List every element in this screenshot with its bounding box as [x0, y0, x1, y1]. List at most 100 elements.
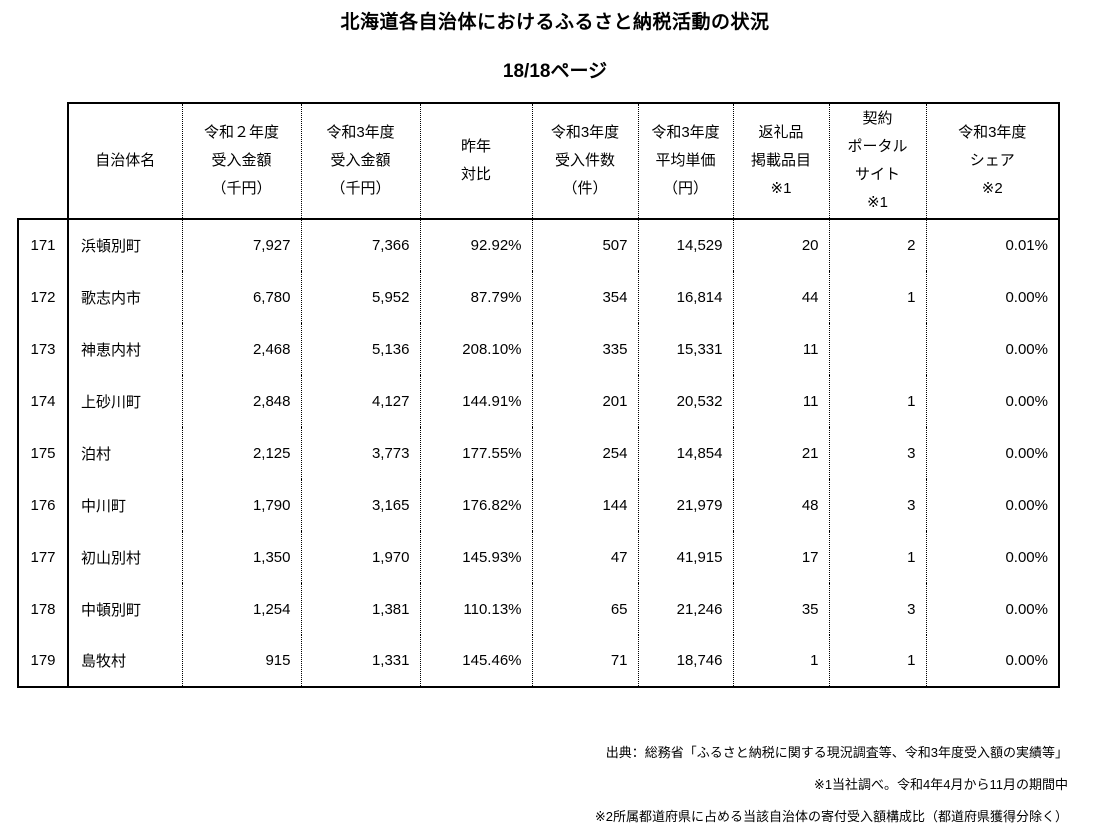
page-number: 18/18ページ — [502, 61, 608, 82]
yoy-ratio-cell: 144.91% — [419, 375, 532, 427]
table-row: 174 上砂川町 2,848 4,127 144.91% 201 20,532 … — [17, 375, 1060, 427]
portal-sites-cell: 1 — [828, 531, 926, 583]
table-row: 173 神恵内村 2,468 5,136 208.10% 335 15,331 … — [17, 323, 1060, 375]
r2-amount-cell: 1,790 — [181, 479, 301, 531]
footnote-1: ※1当社調べ。令和4年4月から11月の期間中 — [813, 777, 1068, 792]
table-row: 176 中川町 1,790 3,165 176.82% 144 21,979 4… — [17, 479, 1060, 531]
r3-share-cell: 0.00% — [925, 531, 1060, 583]
gift-items-cell: 48 — [732, 479, 829, 531]
yoy-ratio-cell: 110.13% — [419, 583, 532, 635]
table-row: 171 浜頓別町 7,927 7,366 92.92% 507 14,529 2… — [17, 218, 1060, 271]
gift-items-cell: 1 — [732, 635, 829, 688]
r3-count-cell: 144 — [531, 479, 638, 531]
r3-share-cell: 0.00% — [925, 635, 1060, 688]
column-header-gift-items: 返礼品 掲載品目 ※1 — [732, 102, 829, 220]
r3-avg-price-cell: 14,529 — [637, 218, 733, 271]
portal-sites-cell: 1 — [828, 375, 926, 427]
corner-cell — [18, 103, 68, 219]
r3-avg-price-cell: 21,246 — [637, 583, 733, 635]
table-row: 177 初山別村 1,350 1,970 145.93% 47 41,915 1… — [17, 531, 1060, 583]
furusato-nozei-table: 自治体名 令和２年度 受入金額 （千円） 令和3年度 受入金額 （千円） 昨年 … — [17, 102, 1060, 688]
row-index: 173 — [17, 323, 68, 375]
r3-avg-price-cell: 18,746 — [637, 635, 733, 688]
table-row: 175 泊村 2,125 3,773 177.55% 254 14,854 21… — [17, 427, 1060, 479]
portal-sites-cell: 2 — [828, 218, 926, 271]
r3-share-cell: 0.00% — [925, 583, 1060, 635]
row-index: 177 — [17, 531, 68, 583]
r3-amount-cell: 1,381 — [300, 583, 420, 635]
r3-count-cell: 65 — [531, 583, 638, 635]
r3-avg-price-cell: 41,915 — [637, 531, 733, 583]
gift-items-cell: 44 — [732, 271, 829, 323]
municipality-name: 中川町 — [67, 479, 182, 531]
municipality-name: 泊村 — [67, 427, 182, 479]
gift-items-cell: 21 — [732, 427, 829, 479]
r3-count-cell: 507 — [531, 218, 638, 271]
table-row: 172 歌志内市 6,780 5,952 87.79% 354 16,814 4… — [17, 271, 1060, 323]
yoy-ratio-cell: 92.92% — [419, 218, 532, 271]
portal-sites-cell: 3 — [828, 427, 926, 479]
r3-share-cell: 0.00% — [925, 323, 1060, 375]
table-header: 自治体名 令和２年度 受入金額 （千円） 令和3年度 受入金額 （千円） 昨年 … — [18, 102, 1060, 220]
portal-sites-cell: 3 — [828, 479, 926, 531]
footnotes: 出典：総務省「ふるさと納税に関する現況調査等、令和3年度受入額の実績等」 ※1当… — [168, 737, 1068, 833]
r3-share-cell: 0.00% — [925, 479, 1060, 531]
municipality-name: 初山別村 — [67, 531, 182, 583]
r3-amount-cell: 1,331 — [300, 635, 420, 688]
r3-amount-cell: 3,773 — [300, 427, 420, 479]
footnote-2: ※2所属都道府県に占める当該自治体の寄付受入額構成比（都道府県獲得分除く） — [594, 809, 1068, 824]
r3-count-cell: 201 — [531, 375, 638, 427]
gift-items-cell: 11 — [732, 323, 829, 375]
r3-count-cell: 71 — [531, 635, 638, 688]
gift-items-cell: 20 — [732, 218, 829, 271]
r3-avg-price-cell: 14,854 — [637, 427, 733, 479]
yoy-ratio-cell: 145.46% — [419, 635, 532, 688]
r3-avg-price-cell: 21,979 — [637, 479, 733, 531]
r3-amount-cell: 3,165 — [300, 479, 420, 531]
municipality-name: 上砂川町 — [67, 375, 182, 427]
portal-sites-cell — [828, 323, 926, 375]
municipality-name: 島牧村 — [67, 635, 182, 688]
yoy-ratio-cell: 176.82% — [419, 479, 532, 531]
yoy-ratio-cell: 145.93% — [419, 531, 532, 583]
table-row: 178 中頓別町 1,254 1,381 110.13% 65 21,246 3… — [17, 583, 1060, 635]
r3-avg-price-cell: 16,814 — [637, 271, 733, 323]
gift-items-cell: 11 — [732, 375, 829, 427]
column-header-r3-amount: 令和3年度 受入金額 （千円） — [300, 102, 420, 220]
column-header-portal-sites: 契約 ポータル サイト ※1 — [828, 102, 926, 220]
column-header-municipality: 自治体名 — [67, 102, 182, 220]
r3-count-cell: 335 — [531, 323, 638, 375]
municipality-name: 浜頓別町 — [67, 218, 182, 271]
r2-amount-cell: 2,848 — [181, 375, 301, 427]
r3-avg-price-cell: 15,331 — [637, 323, 733, 375]
r2-amount-cell: 1,350 — [181, 531, 301, 583]
portal-sites-cell: 1 — [828, 635, 926, 688]
r3-amount-cell: 7,366 — [300, 218, 420, 271]
table-body: 171 浜頓別町 7,927 7,366 92.92% 507 14,529 2… — [17, 218, 1060, 688]
row-index: 171 — [17, 218, 68, 271]
r2-amount-cell: 1,254 — [181, 583, 301, 635]
municipality-name: 中頓別町 — [67, 583, 182, 635]
column-header-r3-share: 令和3年度 シェア ※2 — [925, 102, 1060, 220]
r3-amount-cell: 5,952 — [300, 271, 420, 323]
yoy-ratio-cell: 87.79% — [419, 271, 532, 323]
r3-count-cell: 354 — [531, 271, 638, 323]
column-header-yoy: 昨年 対比 — [419, 102, 532, 220]
gift-items-cell: 17 — [732, 531, 829, 583]
row-index: 174 — [17, 375, 68, 427]
r3-share-cell: 0.00% — [925, 271, 1060, 323]
row-index: 172 — [17, 271, 68, 323]
r3-share-cell: 0.00% — [925, 375, 1060, 427]
municipality-name: 歌志内市 — [67, 271, 182, 323]
gift-items-cell: 35 — [732, 583, 829, 635]
r2-amount-cell: 6,780 — [181, 271, 301, 323]
column-header-r2-amount: 令和２年度 受入金額 （千円） — [181, 102, 301, 220]
portal-sites-cell: 3 — [828, 583, 926, 635]
row-index: 175 — [17, 427, 68, 479]
column-header-r3-avg-price: 令和3年度 平均単価 （円） — [637, 102, 733, 220]
r3-amount-cell: 1,970 — [300, 531, 420, 583]
r3-share-cell: 0.01% — [925, 218, 1060, 271]
table-row: 179 島牧村 915 1,331 145.46% 71 18,746 1 1 … — [17, 635, 1060, 688]
column-header-r3-count: 令和3年度 受入件数 （件） — [531, 102, 638, 220]
r3-count-cell: 254 — [531, 427, 638, 479]
